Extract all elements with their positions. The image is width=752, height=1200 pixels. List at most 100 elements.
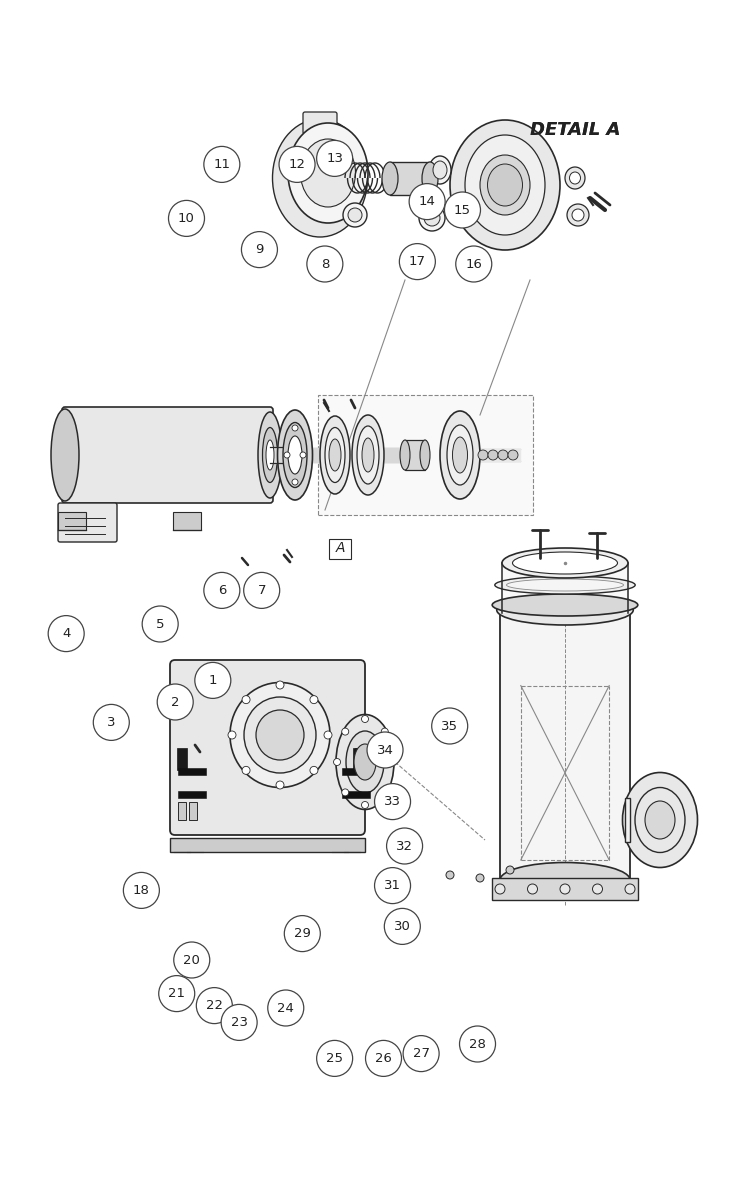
Circle shape [343, 203, 367, 227]
Ellipse shape [635, 787, 685, 852]
Ellipse shape [433, 161, 447, 179]
Bar [170, 838, 365, 852]
Circle shape [444, 192, 481, 228]
Circle shape [403, 1036, 439, 1072]
Circle shape [268, 990, 304, 1026]
Circle shape [625, 884, 635, 894]
Ellipse shape [565, 167, 585, 188]
Circle shape [387, 828, 423, 864]
FancyBboxPatch shape [303, 112, 337, 134]
Ellipse shape [357, 426, 379, 484]
Text: 17: 17 [409, 256, 426, 268]
Circle shape [495, 884, 505, 894]
Circle shape [527, 884, 538, 894]
Circle shape [488, 450, 498, 460]
Circle shape [399, 244, 435, 280]
Circle shape [204, 572, 240, 608]
Text: 32: 32 [396, 840, 413, 852]
Bar [342, 791, 370, 798]
Ellipse shape [440, 410, 480, 499]
Circle shape [456, 246, 492, 282]
Circle shape [374, 868, 411, 904]
Bar [177, 748, 187, 770]
Text: 3: 3 [107, 716, 116, 728]
Ellipse shape [480, 155, 530, 215]
Circle shape [362, 715, 368, 722]
Text: 5: 5 [156, 618, 165, 630]
Ellipse shape [329, 439, 341, 470]
Circle shape [593, 884, 602, 894]
Circle shape [384, 908, 420, 944]
Circle shape [284, 916, 320, 952]
Text: 24: 24 [277, 1002, 294, 1014]
Text: 2: 2 [171, 696, 180, 708]
Circle shape [381, 788, 388, 796]
Text: 34: 34 [377, 744, 393, 756]
Circle shape [424, 210, 440, 226]
Circle shape [123, 872, 159, 908]
Ellipse shape [502, 548, 628, 578]
Circle shape [168, 200, 205, 236]
Ellipse shape [500, 863, 630, 898]
Bar [492, 878, 638, 900]
Text: 14: 14 [419, 196, 435, 208]
Ellipse shape [244, 697, 316, 773]
Circle shape [365, 1040, 402, 1076]
Bar [625, 798, 630, 842]
Circle shape [159, 976, 195, 1012]
Text: DETAIL A: DETAIL A [530, 121, 620, 139]
Circle shape [292, 425, 298, 431]
Circle shape [367, 732, 403, 768]
Ellipse shape [256, 710, 304, 760]
Bar [173, 512, 201, 530]
Text: 28: 28 [469, 1038, 486, 1050]
Ellipse shape [320, 416, 350, 494]
Circle shape [374, 784, 411, 820]
Circle shape [317, 1040, 353, 1076]
Ellipse shape [623, 773, 698, 868]
FancyBboxPatch shape [58, 503, 117, 542]
Text: 11: 11 [214, 158, 230, 170]
Bar [353, 748, 363, 770]
Circle shape [317, 140, 353, 176]
Text: 16: 16 [465, 258, 482, 270]
Ellipse shape [293, 143, 347, 214]
Ellipse shape [429, 156, 451, 184]
Ellipse shape [258, 412, 282, 498]
Ellipse shape [51, 409, 79, 502]
Text: 15: 15 [454, 204, 471, 216]
Ellipse shape [283, 422, 307, 487]
Text: 9: 9 [255, 244, 264, 256]
Circle shape [498, 450, 508, 460]
Text: 6: 6 [217, 584, 226, 596]
Circle shape [157, 684, 193, 720]
Circle shape [284, 452, 290, 458]
Bar [178, 791, 206, 798]
Text: 27: 27 [413, 1048, 429, 1060]
Circle shape [506, 866, 514, 874]
Ellipse shape [354, 744, 376, 780]
Ellipse shape [487, 164, 523, 206]
Circle shape [93, 704, 129, 740]
Circle shape [508, 450, 518, 460]
Ellipse shape [513, 552, 617, 574]
Ellipse shape [420, 440, 430, 470]
Bar [342, 768, 370, 775]
Circle shape [341, 788, 349, 796]
Circle shape [567, 204, 589, 226]
Ellipse shape [336, 714, 394, 810]
Ellipse shape [346, 731, 384, 793]
Circle shape [307, 246, 343, 282]
FancyBboxPatch shape [318, 395, 533, 515]
Circle shape [362, 802, 368, 809]
Text: 10: 10 [178, 212, 195, 224]
Text: 26: 26 [375, 1052, 392, 1064]
Circle shape [381, 728, 388, 736]
Circle shape [334, 758, 341, 766]
Bar [355, 748, 365, 770]
Circle shape [476, 874, 484, 882]
Ellipse shape [645, 802, 675, 839]
Ellipse shape [450, 120, 560, 250]
Ellipse shape [288, 122, 368, 223]
Circle shape [276, 781, 284, 790]
